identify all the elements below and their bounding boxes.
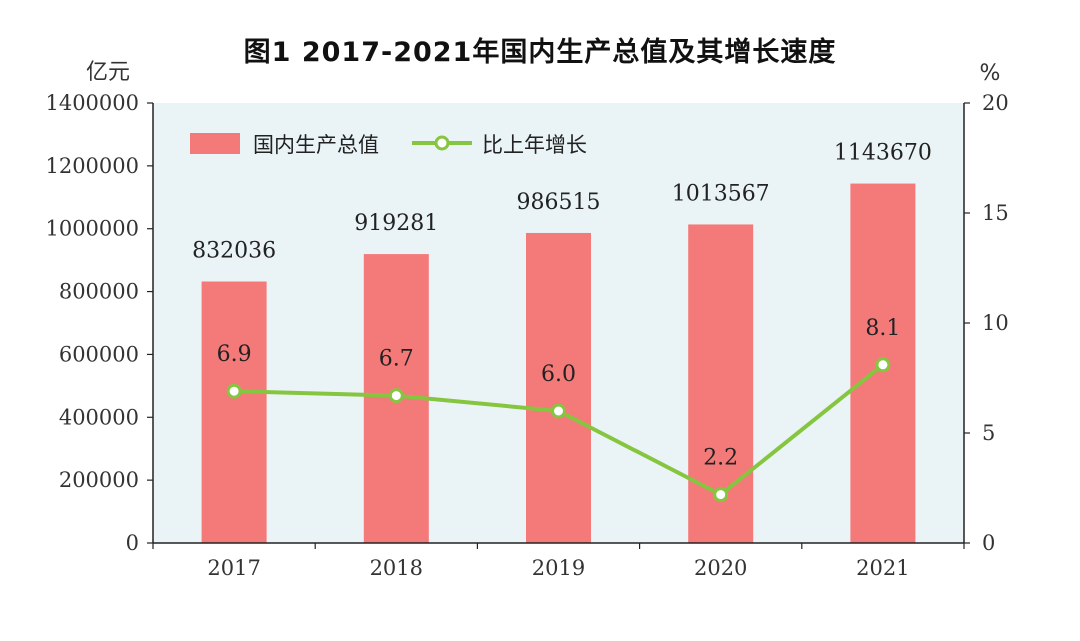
- growth-value-label: 6.7: [379, 347, 414, 372]
- bar-value-label: 919281: [354, 211, 438, 236]
- left-tick-label: 0: [126, 531, 139, 555]
- bar-2017: [201, 281, 267, 543]
- growth-point-2019: [551, 403, 566, 419]
- bar-value-label: 1013567: [672, 181, 770, 206]
- left-axis-unit: 亿元: [86, 60, 130, 85]
- growth-point-2017: [226, 383, 242, 399]
- right-tick-label: 10: [982, 311, 1009, 335]
- growth-value-label: 2.2: [703, 446, 738, 471]
- legend-swatch-gdp: [190, 133, 240, 154]
- growth-value-label: 8.1: [865, 316, 900, 341]
- growth-value-label: 6.9: [217, 342, 252, 367]
- legend-label-growth: 比上年增长: [482, 133, 587, 157]
- left-tick-label: 600000: [59, 342, 139, 366]
- x-tick-label: 2019: [532, 556, 585, 580]
- x-tick-label: 2017: [207, 556, 260, 580]
- right-tick-label: 0: [982, 531, 995, 555]
- growth-point-2020: [713, 487, 729, 503]
- chart-title: 图1 2017-2021年国内生产总值及其增长速度: [243, 37, 837, 68]
- bar-value-label: 832036: [192, 239, 276, 264]
- bar-value-label: 1143670: [834, 141, 932, 166]
- right-tick-label: 15: [982, 201, 1009, 225]
- right-tick-label: 20: [982, 91, 1009, 115]
- left-tick-label: 200000: [59, 468, 139, 492]
- x-tick-label: 2021: [856, 556, 909, 580]
- right-tick-label: 5: [982, 421, 995, 445]
- growth-point-2018: [388, 388, 404, 404]
- bar-value-label: 986515: [517, 190, 601, 215]
- growth-point-2021: [875, 357, 891, 373]
- legend-label-gdp: 国内生产总值: [253, 133, 379, 157]
- left-tick-label: 1000000: [45, 217, 139, 241]
- x-tick-label: 2018: [370, 556, 423, 580]
- left-tick-label: 800000: [59, 280, 139, 304]
- legend-marker-growth: [434, 135, 450, 151]
- growth-value-label: 6.0: [541, 362, 576, 387]
- right-axis-unit: %: [980, 61, 1001, 86]
- left-tick-label: 1200000: [45, 154, 139, 178]
- left-tick-label: 1400000: [45, 91, 139, 115]
- bar-2019: [526, 232, 591, 543]
- left-tick-label: 400000: [59, 405, 139, 429]
- x-tick-label: 2020: [694, 556, 747, 580]
